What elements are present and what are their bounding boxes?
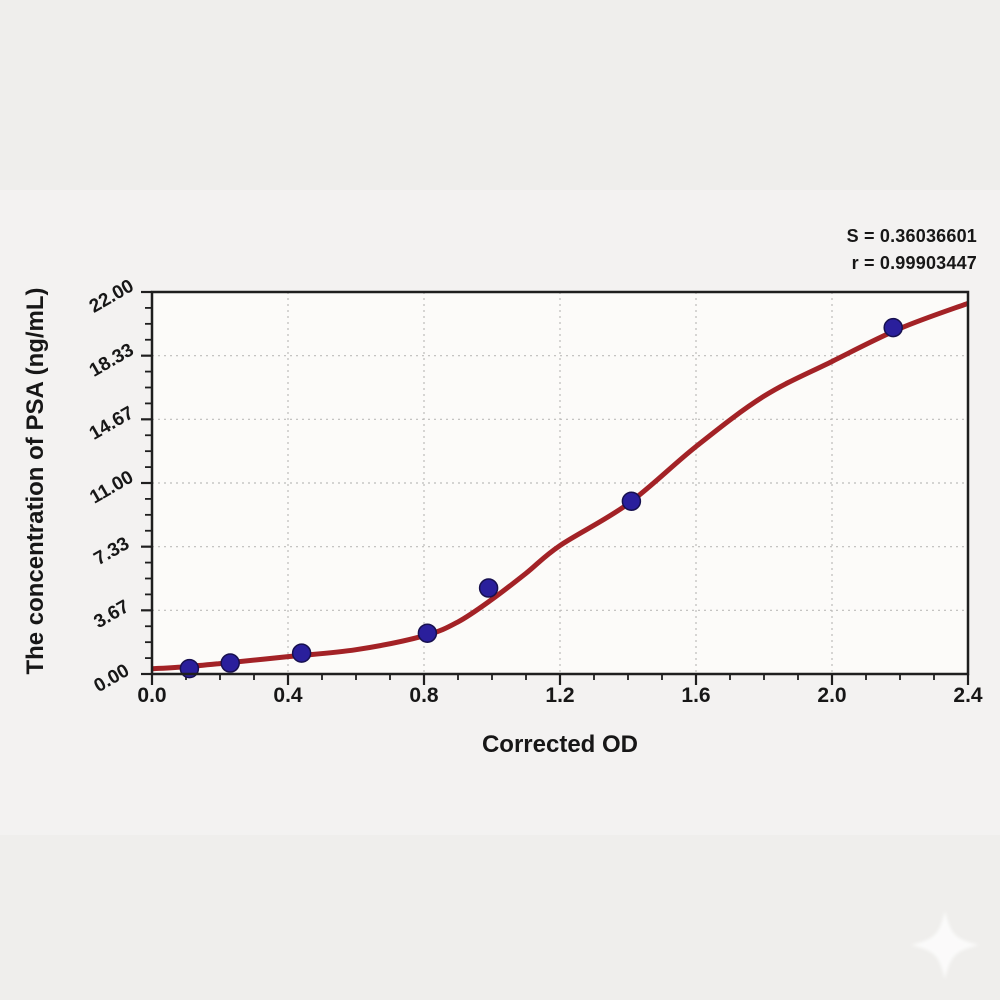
x-axis-title: Corrected OD xyxy=(481,731,639,758)
s-value-label: S = 0.36036601 xyxy=(846,226,977,246)
y-axis-title: The concentration of PSA (ng/mL) xyxy=(22,287,49,675)
fit-statistics: S = 0.36036601 r = 0.99903447 xyxy=(847,223,977,277)
x-tick-label: 1.2 xyxy=(545,684,575,707)
fitted-curve xyxy=(152,300,968,672)
data-point xyxy=(291,643,312,663)
data-point xyxy=(478,578,499,598)
data-point xyxy=(417,623,438,643)
axis-ticks xyxy=(141,290,970,685)
x-tick-label: 1.6 xyxy=(681,684,711,707)
data-point xyxy=(883,317,903,338)
sparkle-watermark-icon xyxy=(911,911,979,979)
r-value-label: r = 0.99903447 xyxy=(851,253,977,273)
x-tick-label: 0.0 xyxy=(137,684,167,707)
x-tick-label: 2.4 xyxy=(953,684,983,707)
data-point xyxy=(220,653,240,673)
x-tick-label: 0.8 xyxy=(409,684,439,707)
x-tick-label: 2.0 xyxy=(817,684,847,707)
plot-frame xyxy=(150,290,970,676)
data-point xyxy=(621,491,642,511)
x-tick-label: 0.4 xyxy=(273,684,303,707)
fitted-curve-path xyxy=(152,300,968,672)
